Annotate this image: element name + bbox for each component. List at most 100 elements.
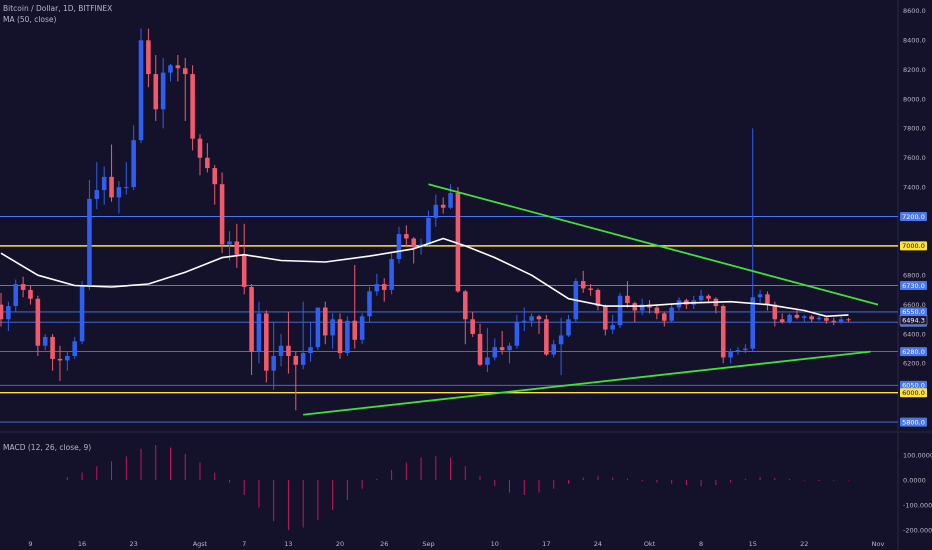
ma-legend: MA (50, close) bbox=[3, 15, 57, 24]
candle-2018-07-06 bbox=[6, 301, 11, 332]
candle-body bbox=[212, 168, 218, 185]
candle-body bbox=[779, 319, 785, 323]
level-tag-label: 6000.0 bbox=[902, 389, 925, 397]
candle-2018-07-26 bbox=[153, 54, 159, 122]
candle-body bbox=[79, 285, 85, 342]
level-tag-label: 6280.0 bbox=[902, 348, 925, 356]
candle-2018-10-27 bbox=[838, 316, 844, 324]
candle-2018-08-04 bbox=[219, 172, 225, 254]
candle-body bbox=[772, 304, 778, 320]
candle-2018-10-08 bbox=[698, 289, 704, 304]
time-tick-label: 23 bbox=[130, 540, 138, 548]
candle-body bbox=[521, 320, 527, 323]
candle-body bbox=[308, 347, 313, 354]
candle-body bbox=[846, 319, 851, 321]
time-tick-label: 9 bbox=[28, 540, 32, 548]
candle-body bbox=[802, 316, 807, 318]
candle-body bbox=[168, 65, 173, 73]
candle-2018-09-28 bbox=[625, 281, 630, 308]
candle-2018-08-24 bbox=[367, 286, 372, 323]
level-tag-label: 7000.0 bbox=[902, 242, 925, 250]
candle-body bbox=[94, 190, 100, 199]
candle-2018-08-30 bbox=[411, 237, 416, 264]
trendline-0[interactable] bbox=[428, 183, 879, 306]
candle-2018-10-24 bbox=[816, 314, 822, 321]
candle-body bbox=[404, 234, 409, 239]
candle-body bbox=[603, 306, 608, 330]
candle-2018-09-12 bbox=[507, 342, 512, 364]
candle-body bbox=[661, 313, 667, 321]
candle-2018-09-07 bbox=[470, 311, 475, 337]
candle-body bbox=[249, 286, 254, 352]
level-tag-label: 7200.0 bbox=[902, 213, 925, 221]
candle-body bbox=[757, 294, 763, 298]
time-tick-label: 13 bbox=[284, 540, 292, 548]
macd-tick-label: 100.0000 bbox=[903, 451, 932, 459]
candle-body bbox=[190, 74, 195, 139]
time-tick-label: 10 bbox=[491, 540, 499, 548]
candle-body bbox=[824, 317, 829, 321]
candle-body bbox=[160, 72, 166, 110]
candle-2018-09-23 bbox=[588, 284, 593, 296]
candle-body bbox=[264, 313, 269, 371]
candle-body bbox=[558, 335, 564, 345]
candle-2018-09-18 bbox=[551, 339, 557, 358]
candle-2018-10-25 bbox=[824, 316, 829, 324]
candle-2018-10-19 bbox=[779, 313, 785, 324]
candle-body bbox=[146, 40, 151, 75]
candle-2018-10-03 bbox=[661, 311, 667, 327]
candle-body bbox=[219, 184, 225, 245]
candle-body bbox=[477, 333, 483, 365]
candle-2018-09-04 bbox=[448, 184, 453, 210]
candle-2018-07-24 bbox=[138, 28, 144, 144]
candle-2018-07-23 bbox=[131, 125, 136, 191]
candle-2018-09-06 bbox=[463, 289, 468, 345]
level-tag-0: 7200.0 bbox=[900, 212, 927, 221]
candle-body bbox=[337, 319, 343, 354]
candles bbox=[0, 28, 851, 411]
candle-body bbox=[182, 68, 188, 75]
candle-2018-09-24 bbox=[595, 288, 601, 311]
price-tick-label: 7400.0 bbox=[903, 183, 926, 191]
candle-2018-07-09 bbox=[28, 285, 33, 305]
candle-2018-09-16 bbox=[536, 314, 542, 334]
candle-body bbox=[698, 295, 704, 301]
candle-2018-07-05 bbox=[0, 292, 4, 327]
candle-body bbox=[809, 316, 814, 320]
level-tag-1: 7000.0 bbox=[900, 241, 927, 251]
level-tag-6: 6050.0 bbox=[900, 380, 927, 390]
candle-body bbox=[241, 254, 247, 287]
candle-body bbox=[286, 345, 291, 356]
candle-body bbox=[566, 319, 571, 336]
candle-body bbox=[580, 281, 586, 289]
candle-body bbox=[278, 345, 284, 356]
candle-2018-10-12 bbox=[728, 348, 733, 364]
candle-body bbox=[617, 295, 623, 326]
candle-2018-10-13 bbox=[735, 347, 741, 355]
candle-body bbox=[389, 259, 394, 290]
candle-body bbox=[87, 198, 92, 286]
candle-body bbox=[205, 157, 210, 169]
candle-2018-08-03 bbox=[212, 165, 218, 205]
candle-2018-08-05 bbox=[227, 231, 232, 261]
candle-2018-07-13 bbox=[57, 345, 63, 381]
candle-body bbox=[470, 319, 475, 334]
macd-tick-label: -100.0000 bbox=[903, 501, 932, 509]
candle-body bbox=[175, 65, 181, 69]
candle-2018-07-11 bbox=[42, 333, 48, 351]
candle-body bbox=[374, 284, 380, 292]
trendline-1[interactable] bbox=[303, 350, 871, 416]
candle-2018-08-29 bbox=[404, 225, 409, 248]
candle-body bbox=[787, 314, 792, 323]
candle-2018-08-14 bbox=[293, 351, 299, 411]
candle-body bbox=[639, 304, 645, 311]
candle-2018-08-16 bbox=[308, 322, 313, 362]
candle-2018-08-27 bbox=[389, 253, 394, 295]
candle-body bbox=[116, 187, 122, 198]
candle-2018-07-07 bbox=[13, 279, 19, 312]
time-tick-label: 20 bbox=[336, 540, 344, 548]
candle-body bbox=[101, 176, 107, 191]
candle-2018-07-15 bbox=[72, 336, 77, 359]
candle-body bbox=[440, 204, 446, 208]
